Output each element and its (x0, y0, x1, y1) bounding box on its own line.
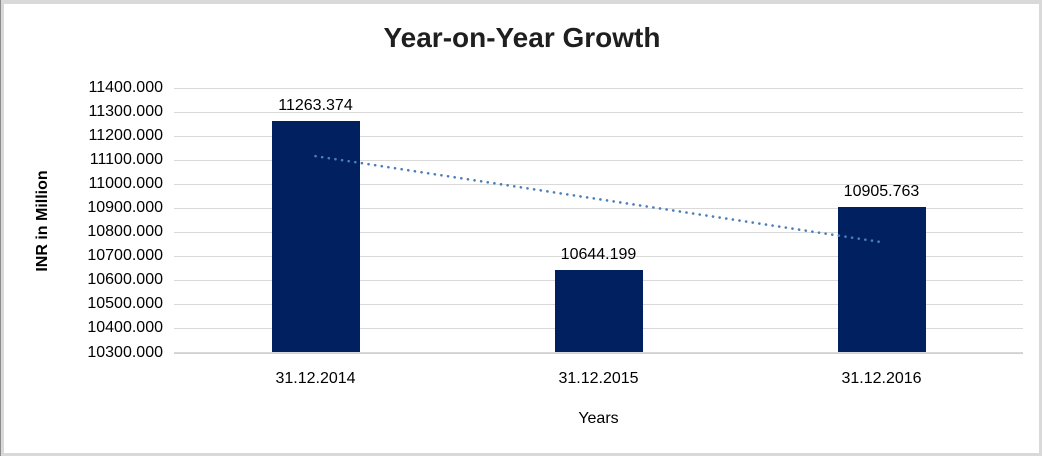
y-axis-tick-label: 10400.000 (87, 319, 163, 337)
bar-data-label: 11263.374 (278, 96, 353, 114)
bar-data-label: 10905.763 (843, 182, 920, 200)
y-axis-tick-label: 10500.000 (87, 295, 163, 313)
y-axis-tick-label: 11200.000 (88, 127, 163, 145)
horizontal-gridline (174, 255, 1023, 257)
x-axis-title: Years (578, 410, 619, 427)
horizontal-gridline (174, 111, 1023, 113)
y-axis-tick-label: 10700.000 (87, 247, 163, 265)
y-axis-tick-label: 10800.000 (87, 223, 163, 241)
bar-31.12.2014 (271, 120, 360, 353)
bar-31.12.2016 (837, 206, 926, 353)
y-axis-tick-label: 11100.000 (89, 151, 163, 169)
y-axis-tick-label: 11000.000 (88, 175, 163, 193)
x-axis-tick-label: 31.12.2014 (275, 370, 356, 387)
bar-31.12.2015 (554, 269, 643, 353)
x-axis-tick-label: 31.12.2015 (558, 370, 639, 387)
y-axis-tick-label: 11300.000 (88, 103, 163, 121)
y-axis-tick-label: 10600.000 (87, 271, 163, 289)
x-axis-line (174, 352, 1023, 354)
trendline-path (314, 154, 883, 244)
horizontal-gridline (174, 87, 1023, 89)
bar-data-label: 10644.199 (560, 245, 637, 263)
chart-title: Year-on-Year Growth (383, 22, 661, 53)
y-axis-tick-label: 10900.000 (87, 199, 163, 217)
horizontal-gridline (174, 135, 1023, 137)
y-axis-tick-label: 10300.000 (87, 343, 163, 361)
x-axis-tick-label: 31.12.2016 (841, 370, 922, 387)
y-axis-title: INR in Million (34, 170, 51, 272)
y-axis-tick-label: 11400.000 (88, 79, 163, 96)
